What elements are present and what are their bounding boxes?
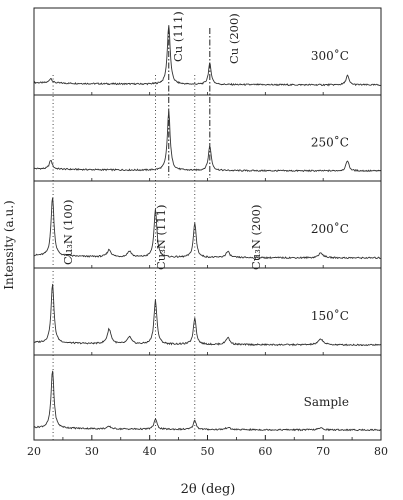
reference-lines-group [52, 28, 211, 440]
trace-2 [33, 197, 382, 260]
peak-label: Cu (200) [227, 13, 241, 64]
peak-label: Cu₃N (100) [61, 200, 75, 265]
series-label: 250˚C [311, 135, 349, 150]
series-label: 150˚C [311, 308, 349, 323]
axes-group: 20 30 40 50 60 70 80 [27, 7, 388, 458]
series-label: 300˚C [311, 48, 349, 63]
trace-1 [33, 111, 382, 173]
series-labels-group: 300˚C 250˚C 200˚C 150˚C Sample [304, 48, 349, 409]
series-label: Sample [304, 395, 349, 409]
y-axis-label: Intensity (a.u.) [2, 200, 16, 289]
peak-label: Cu (111) [171, 11, 185, 62]
traces-group [33, 25, 382, 432]
x-tick-label: 80 [374, 445, 388, 458]
trace-0 [33, 25, 382, 87]
x-tick-label: 70 [316, 445, 330, 458]
x-tick-label: 60 [258, 445, 272, 458]
peak-label: Cu₃N (200) [249, 205, 263, 270]
x-tick-label: 30 [85, 445, 99, 458]
series-label: 200˚C [311, 221, 349, 236]
x-tick-label: 40 [143, 445, 157, 458]
x-tick-label: 20 [27, 445, 41, 458]
x-tick-label: 50 [201, 445, 215, 458]
x-axis-label: 2θ (deg) [181, 482, 236, 497]
trace-3 [33, 283, 382, 347]
peak-labels-group: Cu (111) Cu (200) Cu₃N (100) Cu₃N (111) Cu₃N… [61, 11, 263, 270]
trace-4 [33, 370, 382, 432]
peak-label: Cu₃N (111) [154, 205, 168, 270]
